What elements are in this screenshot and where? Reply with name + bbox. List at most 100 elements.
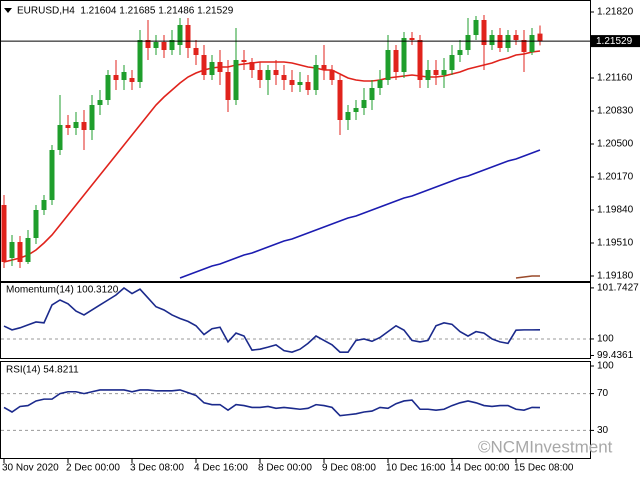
- x-tick-label: 4 Dec 16:00: [194, 463, 248, 474]
- candle-body: [329, 70, 335, 80]
- candle-body: [305, 82, 311, 90]
- last-price-label: 1.21529: [596, 36, 633, 47]
- candle-body: [409, 38, 415, 40]
- x-tick-label: 14 Dec 00:00: [450, 463, 510, 474]
- candle-body: [1, 205, 7, 262]
- rsi-title: RSI(14) 54.8211: [6, 365, 79, 376]
- x-tick-label: 2 Dec 00:00: [66, 463, 120, 474]
- candle-body: [425, 70, 431, 80]
- candle-body: [169, 40, 175, 50]
- watermark: ©NCMInvestment: [478, 437, 613, 456]
- momentum-title: Momentum(14) 100.3120: [6, 285, 119, 296]
- candle-body: [185, 25, 191, 48]
- price-panel: [0, 0, 591, 282]
- y-tick-label: 1.20830: [597, 106, 634, 117]
- candle-body: [441, 70, 447, 75]
- candle-body: [65, 125, 71, 128]
- candle-body: [145, 40, 151, 48]
- candle-body: [257, 70, 263, 80]
- menu-arrow[interactable]: [4, 8, 12, 13]
- candle-body: [433, 70, 439, 75]
- y-tick-label: 100: [597, 334, 614, 345]
- candle-body: [513, 35, 519, 40]
- y-tick-label: 1.20170: [597, 172, 634, 183]
- y-tick-label: 70: [597, 388, 609, 399]
- candle-body: [537, 33, 543, 42]
- candle-body: [49, 150, 55, 200]
- candle-body: [369, 88, 375, 100]
- candle-body: [217, 62, 223, 72]
- candle-body: [153, 42, 159, 48]
- indicator-line: [3, 286, 541, 353]
- candle-body: [313, 65, 319, 90]
- candle-body: [193, 48, 199, 55]
- moving-average: [515, 275, 540, 279]
- x-tick-label: 8 Dec 00:00: [258, 463, 312, 474]
- candle-body: [41, 200, 47, 210]
- candle-body: [457, 50, 463, 55]
- candle-body: [241, 60, 247, 62]
- y-tick-label: 101.7427: [597, 283, 639, 294]
- candle-body: [337, 80, 343, 120]
- candle-body: [393, 50, 399, 72]
- candle-body: [233, 60, 239, 100]
- candle-body: [105, 75, 111, 100]
- y-tick-label: 1.19840: [597, 205, 634, 216]
- candle-body: [353, 108, 359, 112]
- candle-body: [345, 112, 351, 120]
- candle-body: [529, 35, 535, 52]
- candle-body: [521, 40, 527, 52]
- candle-body: [89, 105, 95, 130]
- candle-body: [225, 72, 231, 100]
- candle-body: [289, 80, 295, 85]
- y-tick-label: 1.19510: [597, 238, 634, 249]
- candle-body: [57, 125, 63, 150]
- candle-body: [129, 78, 135, 82]
- candle-body: [17, 242, 23, 262]
- indicator-line: [3, 389, 541, 417]
- y-tick-label: 1.21820: [597, 7, 634, 18]
- candle-body: [481, 20, 487, 45]
- rsi-panel: [0, 361, 591, 459]
- y-tick-label: 100: [597, 361, 614, 372]
- candle-body: [465, 35, 471, 50]
- candle-body: [9, 242, 15, 258]
- candle-body: [385, 50, 391, 80]
- candle-body: [417, 40, 423, 80]
- y-tick-label: 1.19180: [597, 271, 634, 282]
- y-tick-label: 1.21160: [597, 73, 633, 84]
- candle-body: [361, 100, 367, 108]
- x-tick-label: 10 Dec 16:00: [386, 463, 446, 474]
- y-tick-label: 30: [597, 425, 609, 436]
- candle-body: [281, 75, 287, 80]
- candle-body: [449, 55, 455, 70]
- candle-body: [209, 62, 215, 75]
- candle-body: [321, 65, 327, 70]
- x-tick-label: 15 Dec 08:00: [514, 463, 574, 474]
- candle-body: [137, 40, 143, 82]
- candle-body: [73, 122, 79, 128]
- candle-body: [81, 122, 87, 130]
- candle-body: [161, 42, 167, 50]
- candle-body: [97, 100, 103, 105]
- candle-body: [401, 38, 407, 72]
- candle-body: [201, 55, 207, 75]
- chart-title: EURUSD,H4 1.21604 1.21685 1.21486 1.2152…: [17, 6, 234, 17]
- candle-body: [121, 72, 127, 80]
- candle-body: [273, 70, 279, 75]
- candle-body: [473, 20, 479, 35]
- last-price-box: [591, 35, 640, 48]
- y-tick-label: 1.20500: [597, 139, 634, 150]
- candle-body: [249, 62, 255, 70]
- moving-average: [179, 149, 541, 279]
- x-tick-label: 30 Nov 2020: [2, 463, 59, 474]
- candle-body: [377, 80, 383, 88]
- moving-average: [3, 50, 541, 263]
- y-tick-label: 99.4361: [597, 350, 634, 361]
- candle-body: [113, 75, 119, 80]
- candle-body: [489, 35, 495, 45]
- candle-body: [33, 210, 39, 238]
- x-tick-label: 3 Dec 08:00: [130, 463, 184, 474]
